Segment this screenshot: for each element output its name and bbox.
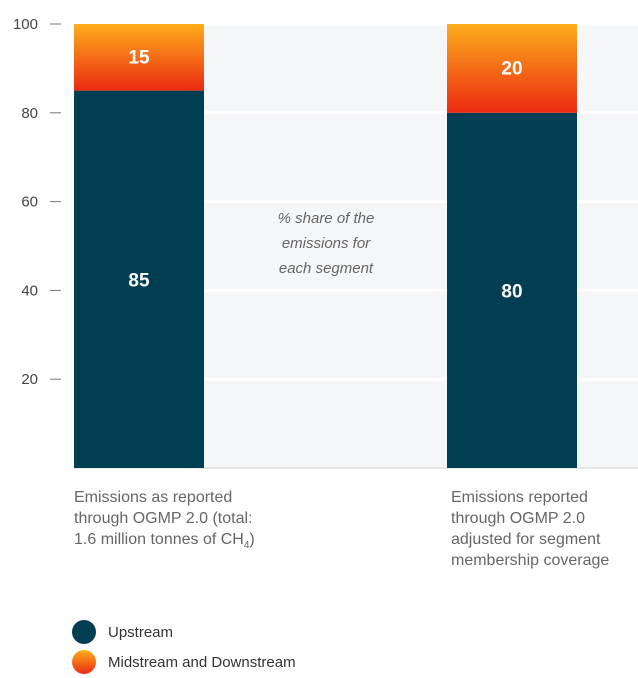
y-tick-label: 20 [21, 371, 38, 388]
bar-segment-midstream-1 [74, 24, 204, 91]
category-label-2-line-4: membership coverage [451, 552, 610, 569]
category-label-2: Emissions reported through OGMP 2.0 adju… [451, 487, 638, 571]
category-label-2-line-3: adjusted for segment [451, 531, 601, 548]
y-tick-label: 40 [21, 282, 38, 299]
legend-swatch-midstream [72, 650, 96, 674]
y-tick-label: 100 [13, 16, 38, 33]
y-tick-label: 80 [21, 105, 38, 122]
legend: Upstream Midstream and Downstream [72, 617, 296, 677]
annotation-line-1: % share of the [278, 210, 375, 227]
legend-label-upstream: Upstream [108, 623, 174, 641]
category-label-1: Emissions as reported through OGMP 2.0 (… [74, 487, 264, 556]
bars: 85 15 80 20 [74, 24, 577, 469]
annotation-line-2: emissions for [282, 235, 371, 252]
category-label-2-line-2: through OGMP 2.0 [451, 510, 585, 527]
data-label: 85 [128, 270, 150, 291]
bar-segment-midstream-2 [447, 24, 577, 113]
bar-segment-upstream-2 [447, 112, 577, 469]
annotation-line-3: each segment [279, 260, 374, 277]
y-axis: 100 80 60 40 20 [13, 16, 61, 388]
data-label: 80 [501, 281, 522, 302]
legend-swatch-upstream [72, 620, 96, 644]
y-tick-label: 60 [21, 194, 38, 211]
data-label: 20 [501, 58, 522, 79]
stacked-bar-chart: 100 80 60 40 20 85 15 80 20 % share of the emis… [13, 16, 638, 469]
bar-segment-upstream-1 [74, 90, 204, 468]
category-label-1-line-3: 1.6 million tonnes of CH4) [74, 531, 255, 552]
category-label-1-line-2: through OGMP 2.0 (total: [74, 510, 253, 527]
data-label: 15 [128, 47, 150, 68]
subscript-4: 4 [243, 540, 250, 552]
annotation: % share of the emissions for each segmen… [278, 210, 375, 277]
category-label-1-line-1: Emissions as reported [74, 489, 233, 506]
legend-item-upstream: Upstream [72, 617, 296, 647]
legend-item-midstream: Midstream and Downstream [72, 647, 296, 677]
category-label-2-line-1: Emissions reported [451, 489, 588, 506]
legend-label-midstream: Midstream and Downstream [108, 653, 296, 671]
